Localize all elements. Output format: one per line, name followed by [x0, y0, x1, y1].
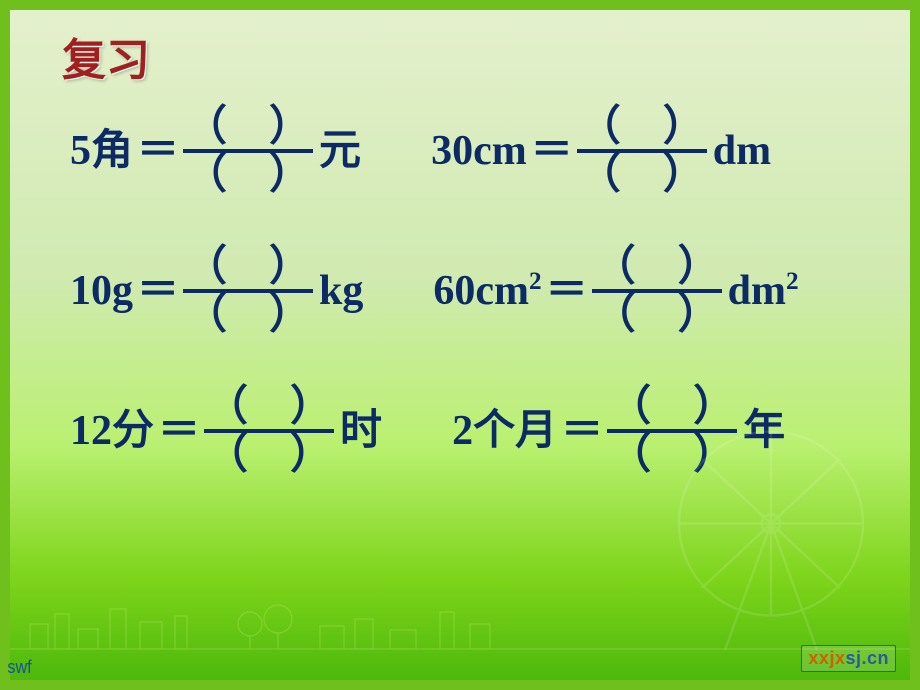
equation-unit: 时 — [334, 410, 382, 452]
equation-unit: kg — [313, 270, 363, 312]
slide-title: 复习 — [62, 24, 150, 88]
fraction-numerator: （ ） — [204, 385, 334, 429]
equation-unit: dm2 — [722, 270, 799, 312]
equation-lhs: 12分 — [70, 410, 154, 452]
equation: 60cm2＝（ ）（ ）dm2 — [433, 245, 798, 337]
equation-row: 12分＝（ ）（ ）时2个月＝（ ）（ ）年 — [70, 385, 860, 477]
equation-row: 5角＝（ ）（ ）元30cm＝（ ）（ ）dm — [70, 105, 860, 197]
equation-lhs: 30cm — [431, 130, 527, 172]
watermark-part-b: sj.cn — [845, 648, 889, 668]
equation: 12分＝（ ）（ ）时 — [70, 385, 382, 477]
equation-lhs: 10g — [70, 270, 133, 312]
fraction: （ ）（ ） — [592, 245, 722, 337]
fraction-denominator: （ ） — [607, 433, 737, 477]
fraction: （ ）（ ） — [183, 245, 313, 337]
equals-sign: ＝ — [557, 410, 607, 452]
fraction-numerator: （ ） — [607, 385, 737, 429]
fraction: （ ）（ ） — [204, 385, 334, 477]
fraction-numerator: （ ） — [183, 245, 313, 289]
equation: 10g＝（ ）（ ）kg — [70, 245, 363, 337]
equals-sign: ＝ — [542, 270, 592, 312]
fraction-numerator: （ ） — [592, 245, 722, 289]
fraction: （ ）（ ） — [183, 105, 313, 197]
fraction: （ ）（ ） — [607, 385, 737, 477]
fraction-denominator: （ ） — [592, 293, 722, 337]
slide: 复习 5角＝（ ）（ ）元30cm＝（ ）（ ）dm10g＝（ ）（ ）kg60… — [0, 0, 920, 690]
equation: 2个月＝（ ）（ ）年 — [452, 385, 785, 477]
equals-sign: ＝ — [133, 130, 183, 172]
equation-lhs: 2个月 — [452, 410, 557, 452]
equals-sign: ＝ — [133, 270, 183, 312]
swf-label: swf — [7, 657, 31, 678]
equation: 5角＝（ ）（ ）元 — [70, 105, 361, 197]
equation-lhs: 60cm2 — [433, 270, 541, 312]
equation-unit: dm — [707, 130, 771, 172]
fraction-denominator: （ ） — [577, 153, 707, 197]
equals-sign: ＝ — [527, 130, 577, 172]
watermark-part-a: xxjx — [808, 648, 845, 668]
equation: 30cm＝（ ）（ ）dm — [431, 105, 771, 197]
fraction-denominator: （ ） — [204, 433, 334, 477]
equation-unit: 年 — [737, 410, 785, 452]
equation-unit: 元 — [313, 130, 361, 172]
fraction-denominator: （ ） — [183, 153, 313, 197]
fraction-numerator: （ ） — [183, 105, 313, 149]
equation-lhs: 5角 — [70, 130, 133, 172]
equation-row: 10g＝（ ）（ ）kg60cm2＝（ ）（ ）dm2 — [70, 245, 860, 337]
fraction-denominator: （ ） — [183, 293, 313, 337]
equals-sign: ＝ — [154, 410, 204, 452]
skyline-decor — [10, 594, 910, 654]
fraction: （ ）（ ） — [577, 105, 707, 197]
watermark: xxjxsj.cn — [801, 645, 896, 672]
fraction-numerator: （ ） — [577, 105, 707, 149]
equations-grid: 5角＝（ ）（ ）元30cm＝（ ）（ ）dm10g＝（ ）（ ）kg60cm2… — [70, 105, 860, 478]
